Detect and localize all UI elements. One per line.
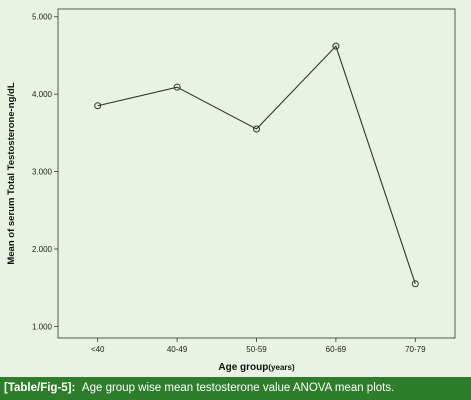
y-tick-label: 4.000 <box>32 90 53 99</box>
y-axis-label: Mean of serum Total Testosterone-ng/dL <box>6 82 17 264</box>
x-axis-label-unit: (years) <box>268 363 295 372</box>
x-tick-label: 60-69 <box>326 345 347 354</box>
y-tick-label: 2.000 <box>32 245 53 254</box>
x-axis-label-main: Age group <box>218 362 268 373</box>
x-axis-label: Age group(years) <box>218 362 295 373</box>
line-chart: 1.000 2.000 3.000 4.000 5.000 <40 40-49 50-59 60… <box>6 8 456 373</box>
figure-caption: [Table/Fig-5]: Age group wise mean testo… <box>0 377 471 400</box>
caption-text: Age group wise mean testosterone value A… <box>81 382 395 394</box>
x-tick-label: 40-49 <box>167 345 188 354</box>
y-tick-label: 1.000 <box>32 322 53 331</box>
plot-area <box>57 8 456 339</box>
chart-area: 1.000 2.000 3.000 4.000 5.000 <40 40-49 50-59 60… <box>6 8 456 373</box>
series-line <box>97 45 416 284</box>
caption-tag: [Table/Fig-5]: <box>4 382 76 394</box>
x-tick-label: <40 <box>91 345 105 354</box>
data-point-marker <box>332 42 340 50</box>
x-tick-label: 70-79 <box>405 345 426 354</box>
x-tick-label: 50-59 <box>246 345 267 354</box>
y-tick-label: 3.000 <box>32 168 53 177</box>
y-tick-label: 5.000 <box>32 13 53 22</box>
data-point-marker <box>253 125 260 133</box>
data-point-marker <box>94 102 102 110</box>
data-point-marker <box>411 280 419 288</box>
data-point-marker <box>173 83 181 91</box>
